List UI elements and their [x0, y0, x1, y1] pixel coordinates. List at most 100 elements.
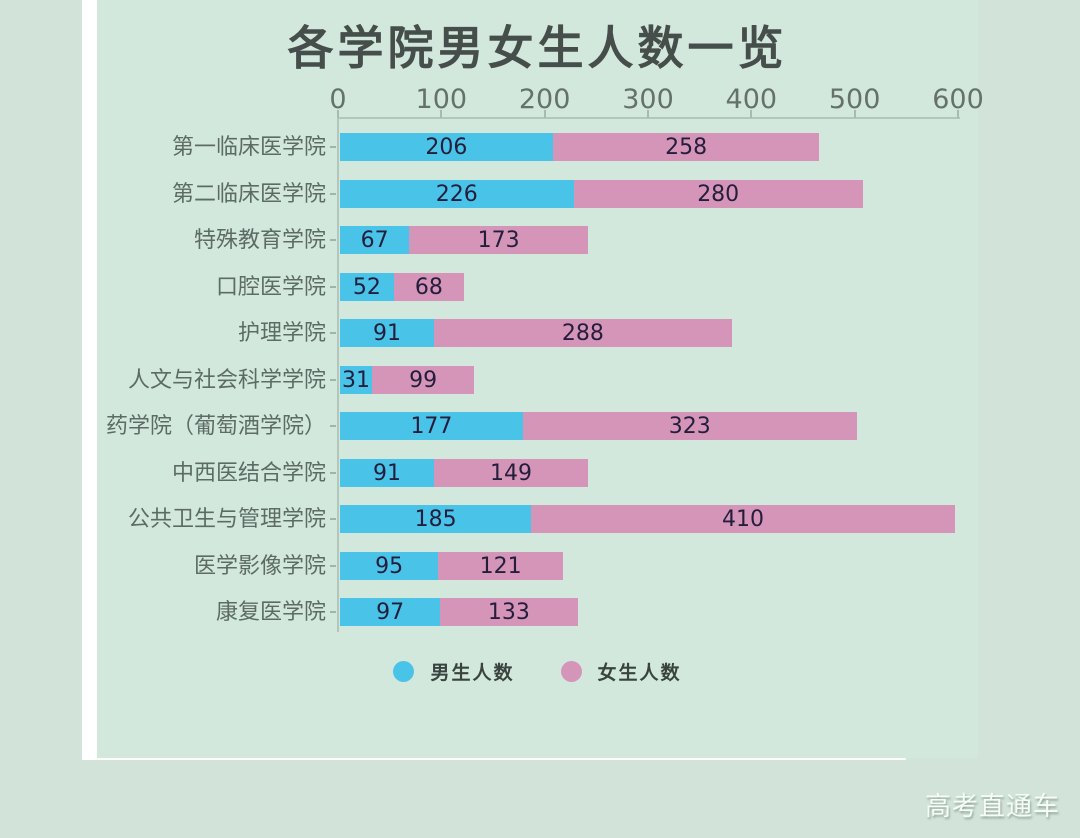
bar-row: 护理学院 91 288 [0, 319, 1080, 347]
legend-item-male: 男生人数 [393, 658, 514, 685]
x-tick-label: 100 [415, 84, 468, 115]
bar-value-label: 67 [360, 227, 389, 253]
chart-title: 各学院男女生人数一览 [287, 21, 788, 75]
bar-row: 康复医学院 97 133 [0, 598, 1080, 626]
x-tick-mark [543, 110, 546, 118]
bar-value-label: 121 [479, 553, 522, 579]
bar-row: 第二临床医学院 226 280 [0, 180, 1080, 208]
bar-value-label: 258 [665, 134, 708, 160]
bar-value-label: 91 [373, 460, 402, 486]
bar-row: 医学影像学院 95 121 [0, 552, 1080, 580]
female-legend-label: 女生人数 [597, 663, 682, 684]
male-bar-segment: 97 [340, 598, 441, 626]
female-bar-segment: 410 [531, 505, 955, 533]
male-legend-dot-icon [393, 661, 415, 682]
bar-value-label: 95 [375, 553, 404, 579]
x-tick-label: 600 [932, 84, 984, 115]
bar-value-label: 323 [668, 413, 711, 439]
category-label: 特殊教育学院 [193, 227, 326, 252]
female-bar-segment: 173 [409, 226, 588, 254]
male-bar-segment: 91 [340, 319, 435, 347]
bar-segments: 185 410 [340, 505, 955, 533]
category-tick-icon [330, 518, 336, 520]
bar-value-label: 410 [721, 506, 764, 532]
male-bar-segment: 31 [340, 366, 373, 394]
bar-value-label: 149 [490, 460, 532, 486]
male-bar-segment: 52 [340, 273, 394, 301]
bar-segments: 97 133 [340, 598, 578, 626]
category-tick-icon [330, 565, 336, 567]
category-tick-icon [330, 379, 336, 381]
bar-segments: 226 280 [340, 180, 863, 208]
bar-segments: 52 68 [340, 273, 464, 301]
x-tick-label: 300 [622, 84, 674, 115]
x-tick-mark [337, 110, 339, 118]
chart-panel [97, 0, 978, 758]
x-tick-label: 400 [725, 84, 778, 115]
female-bar-segment: 149 [434, 459, 588, 487]
bar-row: 公共卫生与管理学院 185 410 [0, 505, 1080, 533]
female-bar-segment: 288 [434, 319, 732, 347]
bar-segments: 67 173 [340, 226, 588, 254]
bar-value-label: 68 [414, 274, 443, 300]
bar-value-label: 133 [487, 599, 530, 625]
bar-segments: 91 149 [340, 459, 588, 487]
category-tick-icon [330, 332, 336, 334]
male-bar-segment: 67 [340, 226, 410, 254]
male-legend-label: 男生人数 [430, 663, 515, 684]
female-bar-segment: 68 [393, 273, 464, 301]
x-tick-label: 200 [518, 84, 571, 115]
bar-value-label: 280 [697, 181, 740, 207]
bar-value-label: 185 [414, 506, 457, 532]
x-tick-mark [440, 110, 443, 118]
category-label: 药学院（葡萄酒学院） [105, 413, 326, 438]
bar-row: 口腔医学院 52 68 [0, 273, 1080, 301]
female-bar-segment: 258 [552, 133, 820, 161]
female-legend-dot-icon [560, 661, 582, 682]
bar-row: 第一临床医学院 206 258 [0, 133, 1080, 161]
category-label: 护理学院 [237, 320, 326, 345]
category-tick-icon [330, 193, 336, 195]
category-label: 中西医结合学院 [171, 460, 326, 485]
watermark: 高考直通车 [924, 791, 1060, 821]
x-tick-mark [853, 110, 856, 118]
category-tick-icon [330, 239, 336, 241]
bar-value-label: 52 [352, 274, 381, 300]
bar-value-label: 288 [561, 320, 604, 346]
bar-value-label: 97 [376, 599, 405, 625]
female-bar-segment: 323 [522, 412, 857, 440]
bar-value-label: 31 [342, 367, 371, 393]
bar-row: 药学院（葡萄酒学院） 177 323 [0, 412, 1080, 440]
bar-segments: 91 288 [340, 319, 732, 347]
bar-value-label: 206 [425, 134, 468, 160]
bar-segments: 95 121 [340, 552, 564, 580]
category-label: 第一临床医学院 [171, 134, 326, 159]
female-bar-segment: 99 [372, 366, 475, 394]
category-label: 人文与社会科学学院 [127, 367, 326, 392]
category-tick-icon [330, 472, 336, 474]
male-bar-segment: 226 [340, 180, 574, 208]
bar-value-label: 91 [373, 320, 402, 346]
category-label: 医学影像学院 [193, 553, 326, 578]
y-axis-line [337, 117, 339, 632]
bar-value-label: 99 [409, 367, 438, 393]
category-label: 口腔医学院 [215, 274, 326, 299]
bar-segments: 206 258 [340, 133, 820, 161]
legend-item-female: 女生人数 [560, 658, 682, 685]
bar-segments: 177 323 [340, 412, 857, 440]
x-axis-line [338, 117, 960, 119]
male-bar-segment: 91 [340, 459, 435, 487]
x-tick-mark [750, 110, 753, 118]
bar-value-label: 173 [477, 227, 520, 253]
x-tick-label: 500 [828, 84, 881, 115]
female-bar-segment: 280 [573, 180, 863, 208]
bar-value-label: 226 [435, 181, 478, 207]
female-bar-segment: 133 [440, 598, 578, 626]
bar-row: 人文与社会科学学院 31 99 [0, 366, 1080, 394]
category-tick-icon [330, 611, 336, 613]
bar-row: 特殊教育学院 67 173 [0, 226, 1080, 254]
legend: 男生人数 女生人数 [97, 658, 978, 685]
category-label: 公共卫生与管理学院 [127, 506, 326, 531]
bar-row: 中西医结合学院 91 149 [0, 459, 1080, 487]
male-bar-segment: 95 [340, 552, 439, 580]
